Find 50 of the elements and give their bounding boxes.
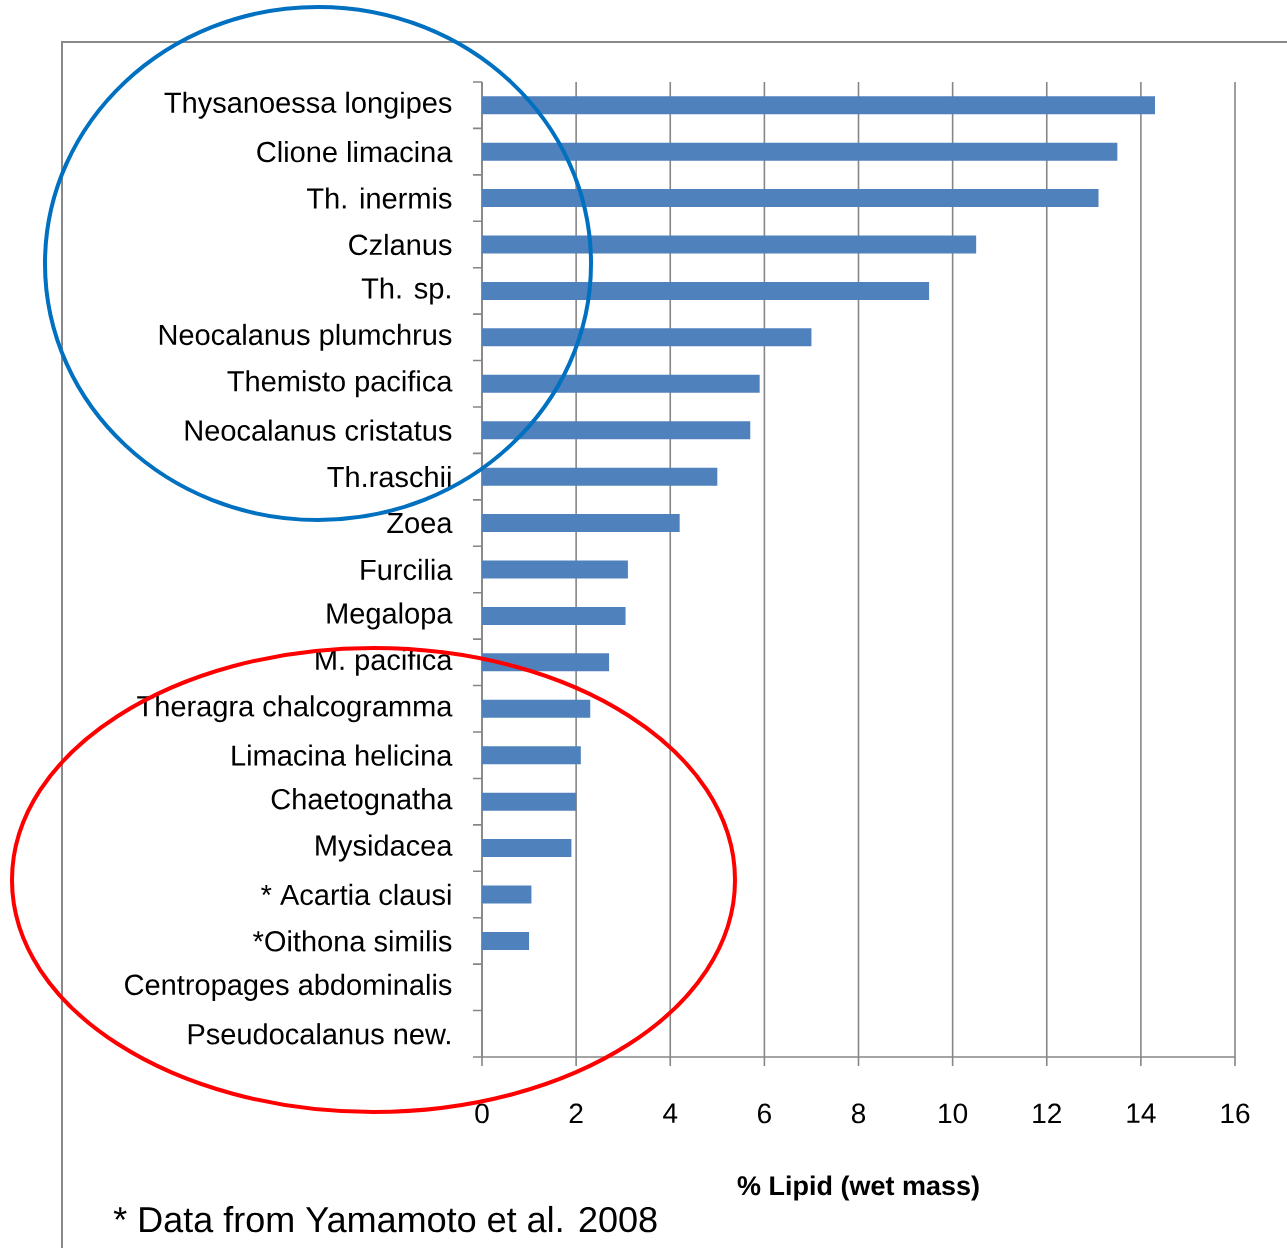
bar bbox=[482, 839, 572, 858]
y-tick-label: Czlanus bbox=[349, 233, 452, 256]
x-tick-label: 2 bbox=[569, 1103, 583, 1124]
y-tick-label: Mysidacea bbox=[316, 834, 453, 862]
y-tick-label: Neocalanus plumchrus bbox=[159, 323, 452, 351]
x-tick-label: 16 bbox=[1221, 1103, 1250, 1124]
bar bbox=[482, 374, 760, 393]
y-tick-label: Th. sp. bbox=[361, 277, 450, 305]
y-tick-label: Limacina helicina bbox=[232, 744, 453, 766]
x-tick-label: 8 bbox=[851, 1103, 866, 1124]
bar bbox=[482, 746, 581, 765]
bar bbox=[482, 653, 610, 672]
y-tick-label: Th.raschii bbox=[327, 465, 451, 488]
bar bbox=[482, 189, 1099, 208]
bar bbox=[482, 606, 626, 625]
y-tick-label: *Oithona similis bbox=[253, 930, 452, 952]
y-tick-label: Themisto pacifica bbox=[227, 370, 453, 398]
bar bbox=[482, 931, 530, 950]
y-tick-label: Neocalanus cristatus bbox=[185, 419, 452, 441]
bar bbox=[482, 328, 812, 347]
y-tick-label: Zoea bbox=[387, 512, 453, 534]
bar bbox=[482, 96, 1155, 115]
bar bbox=[482, 699, 591, 718]
bar bbox=[482, 792, 577, 811]
text: * Data from Yamamoto et al. 2008 bbox=[113, 1205, 657, 1233]
y-tick-label: Megalopa bbox=[327, 602, 453, 630]
bar bbox=[482, 281, 930, 300]
x-tick-label: 12 bbox=[1033, 1103, 1061, 1124]
y-tick-label: Chaetognatha bbox=[271, 788, 453, 816]
x-tick-label: 6 bbox=[758, 1103, 771, 1124]
bar bbox=[482, 560, 628, 579]
y-tick-label: Theragra chalcogramma bbox=[137, 695, 453, 723]
y-tick-label: Furcilia bbox=[361, 558, 453, 581]
x-axis-title: % Lipid (wet mass) bbox=[737, 1175, 979, 1201]
bar bbox=[482, 142, 1118, 161]
y-tick-label: Thysanoessa longipes bbox=[164, 91, 452, 119]
x-tick-label: 10 bbox=[939, 1103, 968, 1124]
y-tick-label: * Acartia clausi bbox=[261, 883, 451, 906]
bar bbox=[482, 467, 718, 486]
y-tick-label: Th. inermis bbox=[307, 187, 452, 209]
bar bbox=[482, 885, 532, 904]
y-tick-label: Clione limacina bbox=[257, 140, 453, 163]
x-tick-label: 4 bbox=[663, 1103, 678, 1123]
y-tick-label: Pseudocalanus new. bbox=[188, 1023, 450, 1045]
x-tick-label: 0 bbox=[475, 1103, 489, 1124]
bar bbox=[482, 514, 680, 533]
bar bbox=[482, 235, 977, 254]
bar bbox=[482, 421, 751, 440]
x-tick-label: 14 bbox=[1127, 1103, 1156, 1123]
y-tick-label: Centropages abdominalis bbox=[125, 973, 452, 1001]
